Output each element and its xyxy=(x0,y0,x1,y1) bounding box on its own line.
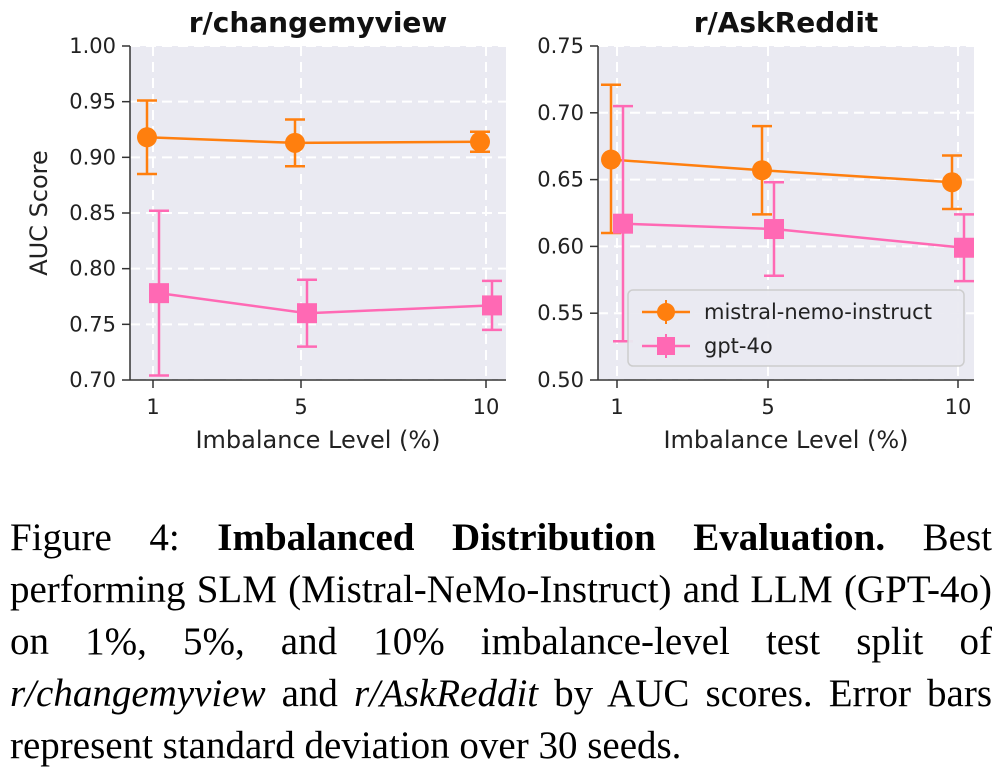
legend-marker-icon xyxy=(657,337,675,355)
series-mistral xyxy=(601,83,962,235)
series-mistral xyxy=(137,99,490,176)
series-gpt4o xyxy=(149,209,502,377)
legend: mistral-nemo-instruct gpt-4o xyxy=(627,289,965,367)
y-tick-label: 0.70 xyxy=(69,368,116,392)
series-gpt4o xyxy=(613,104,974,343)
figure: 0.70 0.75 0.80 0.85 0.90 0.95 1.00 1 5 10 r/change… xyxy=(25,6,974,454)
y-tick-label: 0.50 xyxy=(537,368,584,392)
caption-subreddit-1: r/changemyview xyxy=(10,672,266,715)
y-tick-label: 0.75 xyxy=(69,312,116,336)
y-tick-label: 0.85 xyxy=(69,201,116,225)
data-point xyxy=(137,127,157,148)
data-point xyxy=(752,160,772,181)
x-tick-label: 10 xyxy=(473,395,500,419)
caption-subreddit-2: r/AskReddit xyxy=(353,672,539,715)
caption-text-2: and xyxy=(265,672,354,715)
data-point xyxy=(149,283,169,304)
caption-bold-title: Imbalanced Distribution Evaluation. xyxy=(217,516,886,559)
data-point xyxy=(764,219,784,240)
legend-label: mistral-nemo-instruct xyxy=(704,300,932,324)
x-tick-label: 5 xyxy=(294,395,307,419)
data-point xyxy=(482,295,502,316)
data-point xyxy=(613,213,633,234)
chart-title: r/AskReddit xyxy=(694,6,879,39)
x-tick-label: 10 xyxy=(945,395,972,419)
y-tick-label: 0.90 xyxy=(69,145,116,169)
figure-caption: Figure 4: Imbalanced Distribution Evalua… xyxy=(10,512,992,772)
x-tick-label: 5 xyxy=(761,395,774,419)
y-tick-label: 0.60 xyxy=(537,234,584,258)
legend-marker-icon xyxy=(657,303,675,321)
x-axis-label: Imbalance Level (%) xyxy=(195,426,440,454)
data-point xyxy=(285,132,305,153)
y-tick-label: 0.65 xyxy=(537,168,584,192)
chart-title: r/changemyview xyxy=(189,6,448,39)
y-tick-label: 0.95 xyxy=(69,90,116,114)
chart-panel-2: 0.50 0.55 0.60 0.65 0.70 0.75 1 5 10 r/AskReddit I… xyxy=(537,6,974,454)
legend-label: gpt-4o xyxy=(704,334,773,358)
y-tick-label: 0.80 xyxy=(69,257,116,281)
y-axis-label: AUC Score xyxy=(25,150,53,276)
y-tick-label: 1.00 xyxy=(69,34,116,58)
legend-item: mistral-nemo-instruct xyxy=(642,300,932,324)
y-tick-label: 0.55 xyxy=(537,301,584,325)
y-tick-label: 0.70 xyxy=(537,101,584,125)
caption-text-3: by AUC scores. Error bars represent stan… xyxy=(10,672,992,767)
x-tick-label: 1 xyxy=(146,395,159,419)
chart-panel-1: 0.70 0.75 0.80 0.85 0.90 0.95 1.00 1 5 10 r/change… xyxy=(25,6,506,454)
data-point xyxy=(470,131,490,152)
legend-item: gpt-4o xyxy=(642,334,773,358)
caption-text-1: Best performing SLM (Mistral-NeMo-Instru… xyxy=(10,516,992,663)
x-tick-label: 1 xyxy=(610,395,623,419)
caption-prefix: Figure 4: xyxy=(10,516,218,559)
x-axis-label: Imbalance Level (%) xyxy=(663,426,908,454)
data-point xyxy=(942,172,962,193)
data-point xyxy=(601,149,621,170)
legend-box xyxy=(627,289,965,367)
data-point xyxy=(297,303,317,324)
y-tick-label: 0.75 xyxy=(537,34,584,58)
data-point xyxy=(954,237,974,258)
